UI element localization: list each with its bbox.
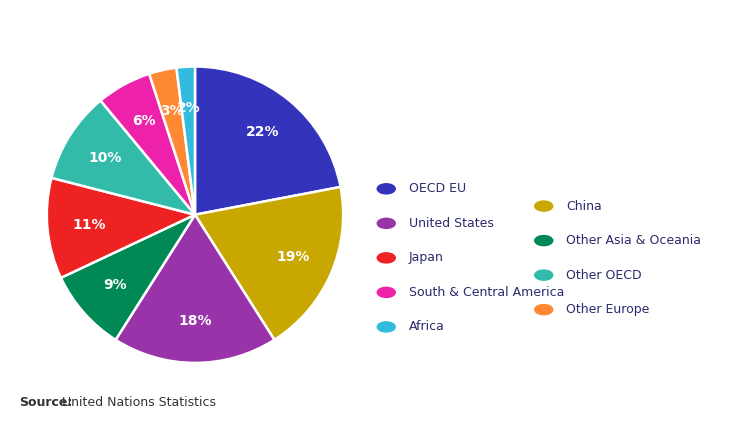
Text: United Nations Statistics: United Nations Statistics [58, 396, 216, 409]
Text: 6%: 6% [132, 114, 155, 128]
Text: China: China [566, 200, 602, 213]
Text: 11%: 11% [72, 218, 106, 232]
Wedge shape [195, 67, 340, 215]
Text: 19%: 19% [276, 250, 310, 264]
Text: Africa: Africa [409, 320, 445, 333]
Text: % share in world manufacturing value added, 2010: % share in world manufacturing value add… [178, 68, 572, 83]
Text: United States: United States [409, 217, 494, 230]
Text: Source:: Source: [19, 396, 72, 409]
Text: Other Europe: Other Europe [566, 303, 650, 316]
Wedge shape [61, 215, 195, 340]
Text: Other OECD: Other OECD [566, 269, 642, 282]
Text: OECD EU: OECD EU [409, 182, 466, 195]
Wedge shape [149, 68, 195, 215]
Wedge shape [176, 67, 195, 215]
Text: Japan: Japan [409, 251, 444, 264]
Text: South & Central America: South & Central America [409, 286, 564, 299]
Text: 9%: 9% [104, 278, 127, 292]
Text: 10%: 10% [88, 151, 122, 165]
Text: Global manufacturing: Global manufacturing [221, 23, 529, 47]
Wedge shape [52, 101, 195, 215]
Wedge shape [195, 187, 344, 340]
Text: 2%: 2% [176, 101, 200, 115]
Text: Other Asia & Oceania: Other Asia & Oceania [566, 234, 701, 247]
Wedge shape [116, 215, 274, 363]
Text: 22%: 22% [246, 125, 280, 139]
Wedge shape [46, 178, 195, 278]
Text: 3%: 3% [160, 104, 184, 117]
Text: 18%: 18% [178, 314, 212, 328]
Wedge shape [100, 74, 195, 215]
